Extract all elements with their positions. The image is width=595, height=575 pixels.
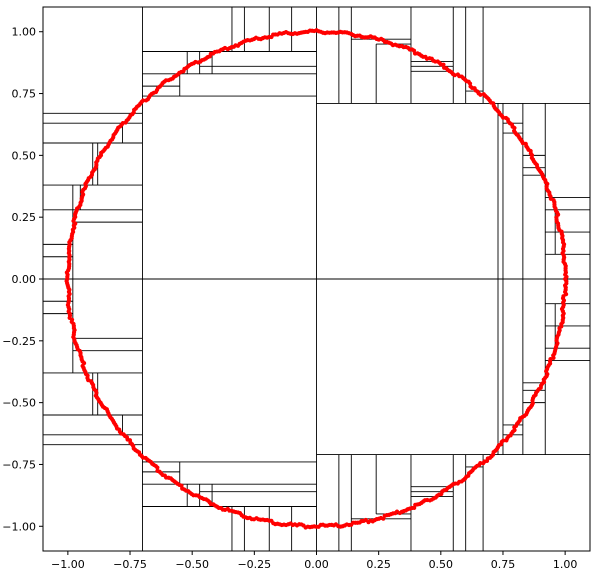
circle-point [455, 72, 460, 77]
y-tick-label: −0.75 [2, 458, 36, 471]
circle-point [144, 98, 149, 103]
circle-series [64, 28, 569, 530]
y-axis: 1.00 0.75 0.50 0.25 0.00 −0.25 −0.50 −0.75 −1.00 [2, 26, 43, 533]
x-tick-label: −0.25 [237, 558, 271, 571]
x-tick-label: −0.75 [113, 558, 147, 571]
circle-point [481, 92, 486, 97]
partition-lines [43, 7, 590, 551]
y-tick-label: 0.75 [12, 88, 37, 101]
y-tick-label: 0.50 [12, 149, 37, 162]
x-tick-label: 0.50 [429, 558, 454, 571]
circle-point [564, 279, 569, 284]
circle-point [501, 438, 506, 443]
x-tick-label: 0.00 [304, 558, 329, 571]
y-tick-label: −1.00 [2, 520, 36, 533]
x-axis: −1.00 −0.75 −0.50 −0.25 0.00 0.25 0.50 0.75 1.00 [51, 551, 577, 571]
x-tick-label: −0.50 [175, 558, 209, 571]
y-tick-label: 0.00 [12, 273, 37, 286]
y-tick-label: 0.25 [12, 211, 37, 224]
x-tick-label: 0.25 [366, 558, 391, 571]
circle-point [441, 65, 447, 70]
x-tick-label: 1.00 [553, 558, 578, 571]
x-tick-label: −1.00 [51, 558, 85, 571]
y-tick-label: 1.00 [12, 26, 37, 39]
y-tick-label: −0.50 [2, 397, 36, 410]
x-tick-label: 0.75 [491, 558, 516, 571]
circle-point [155, 465, 160, 470]
y-tick-label: −0.25 [2, 335, 36, 348]
